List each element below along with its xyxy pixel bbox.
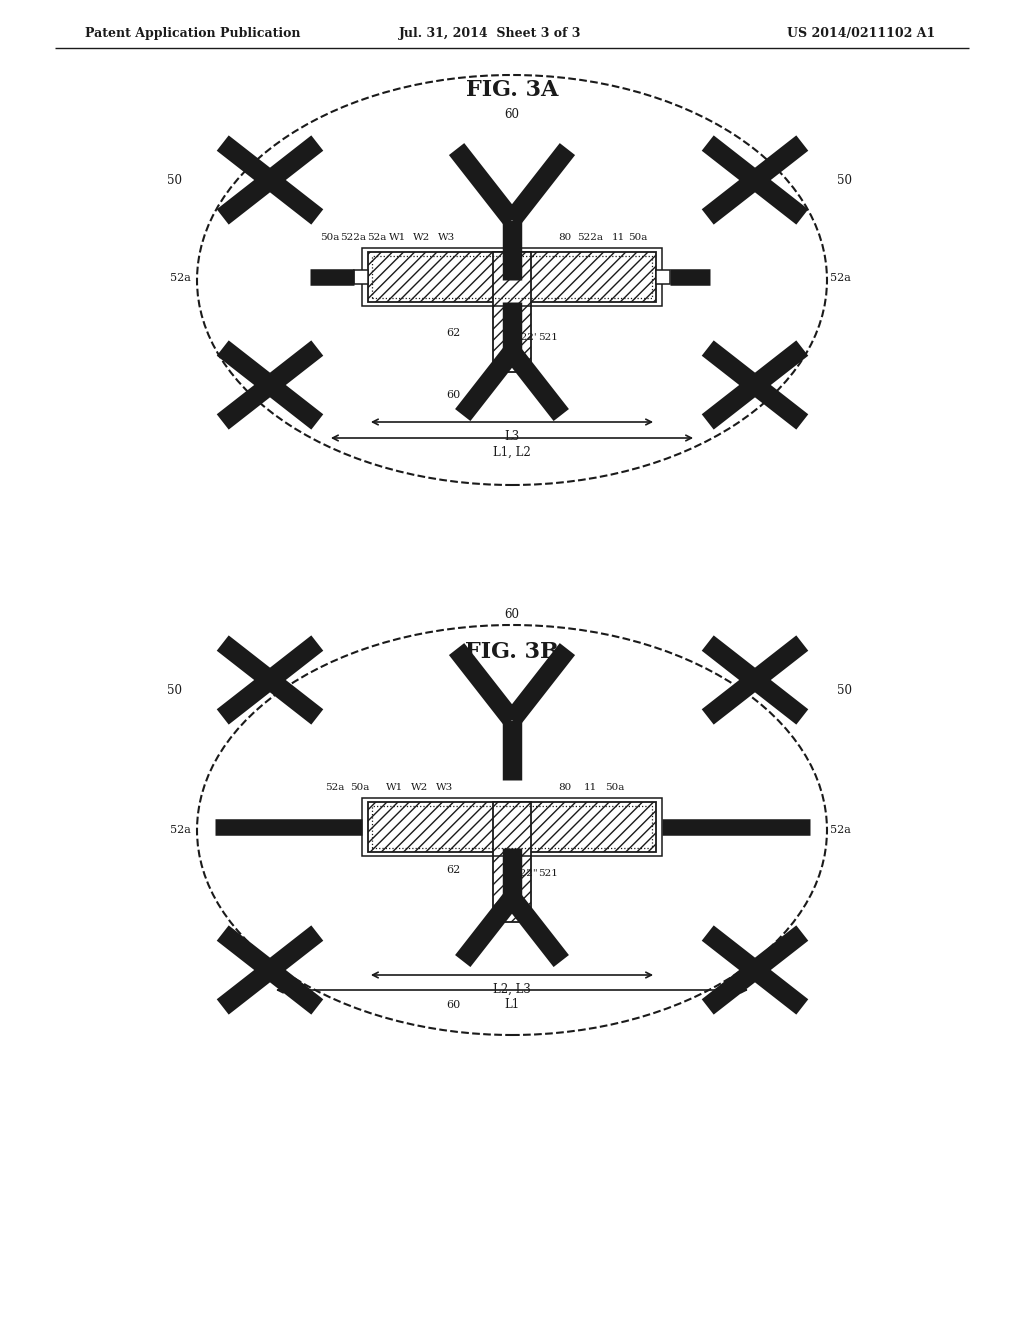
Text: Jul. 31, 2014  Sheet 3 of 3: Jul. 31, 2014 Sheet 3 of 3 bbox=[398, 26, 582, 40]
Bar bbox=[362, 799, 662, 855]
Text: 522": 522" bbox=[513, 870, 538, 879]
Text: W1: W1 bbox=[389, 234, 407, 243]
Text: Patent Application Publication: Patent Application Publication bbox=[85, 26, 300, 40]
Text: 62: 62 bbox=[445, 865, 460, 875]
Bar bbox=[493, 252, 531, 372]
Text: 50: 50 bbox=[838, 173, 853, 186]
Bar bbox=[368, 803, 656, 851]
Bar bbox=[362, 248, 662, 306]
Text: FIG. 3A: FIG. 3A bbox=[466, 79, 558, 102]
Text: 60: 60 bbox=[445, 389, 460, 400]
Text: L1: L1 bbox=[505, 998, 519, 1011]
Text: 52a: 52a bbox=[368, 234, 387, 243]
Text: 50: 50 bbox=[838, 684, 853, 697]
Text: 50a: 50a bbox=[605, 784, 625, 792]
Text: L3: L3 bbox=[505, 429, 519, 442]
Text: 50a: 50a bbox=[321, 234, 340, 243]
Bar bbox=[372, 256, 652, 298]
Text: 50: 50 bbox=[168, 173, 182, 186]
Text: 521: 521 bbox=[538, 870, 558, 879]
Text: L1, L2: L1, L2 bbox=[494, 446, 530, 458]
Text: 52a: 52a bbox=[326, 784, 345, 792]
Text: 50: 50 bbox=[168, 684, 182, 697]
Text: W1: W1 bbox=[386, 784, 403, 792]
Text: 52a: 52a bbox=[829, 273, 851, 282]
Text: 60: 60 bbox=[445, 1001, 460, 1010]
Text: 62: 62 bbox=[445, 327, 460, 338]
Bar bbox=[354, 271, 368, 284]
Text: W3: W3 bbox=[436, 784, 454, 792]
Text: 50a: 50a bbox=[629, 234, 648, 243]
Text: 11: 11 bbox=[611, 234, 625, 243]
Bar bbox=[368, 252, 656, 302]
Text: 60: 60 bbox=[505, 108, 519, 121]
Text: US 2014/0211102 A1: US 2014/0211102 A1 bbox=[786, 26, 935, 40]
Text: FIG. 3B: FIG. 3B bbox=[465, 642, 559, 663]
Text: W3: W3 bbox=[438, 234, 456, 243]
Bar bbox=[656, 271, 670, 284]
Text: L2, L3: L2, L3 bbox=[494, 982, 530, 995]
Text: 52a: 52a bbox=[170, 825, 190, 836]
Text: 52a: 52a bbox=[170, 273, 190, 282]
Text: 521: 521 bbox=[538, 333, 558, 342]
Text: 11: 11 bbox=[584, 784, 597, 792]
Text: W2: W2 bbox=[412, 784, 429, 792]
Text: 60: 60 bbox=[505, 609, 519, 622]
Bar bbox=[493, 803, 531, 921]
Text: 80: 80 bbox=[558, 784, 571, 792]
Text: 80: 80 bbox=[558, 234, 571, 243]
Bar bbox=[372, 807, 652, 847]
Text: 522': 522' bbox=[514, 333, 537, 342]
Text: 52a: 52a bbox=[829, 825, 851, 836]
Text: 522a: 522a bbox=[577, 234, 603, 243]
Text: W2: W2 bbox=[414, 234, 431, 243]
Text: 522a: 522a bbox=[340, 234, 366, 243]
Text: 50a: 50a bbox=[350, 784, 370, 792]
